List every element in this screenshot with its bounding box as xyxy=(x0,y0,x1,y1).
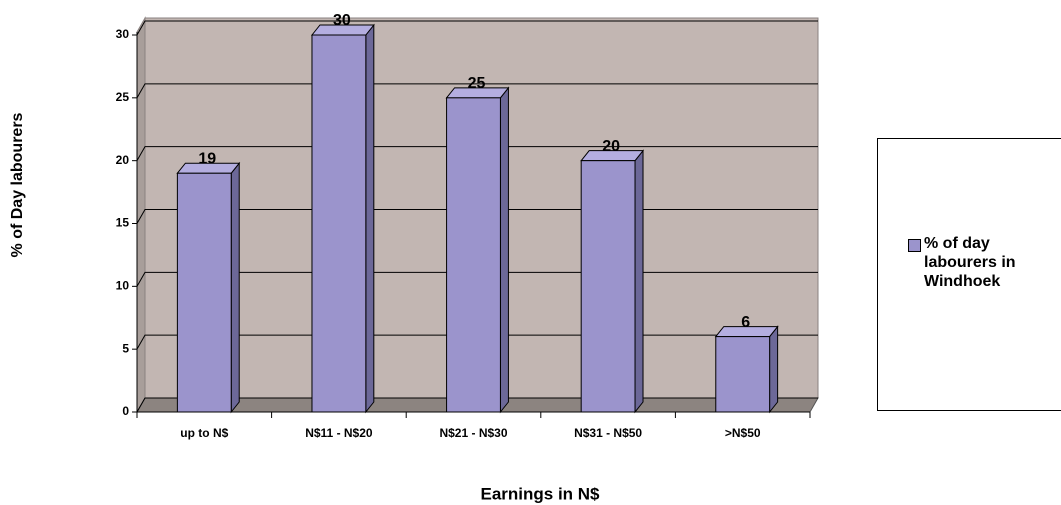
y-tick-label: 30 xyxy=(116,27,130,41)
bar xyxy=(311,34,367,413)
y-tick-label: 10 xyxy=(116,279,130,293)
y-tick-label: 25 xyxy=(116,90,130,104)
x-tick-label: N$21 - N$30 xyxy=(439,426,507,440)
grid-line xyxy=(136,20,818,36)
data-label: 19 xyxy=(198,150,216,167)
y-tick-label: 20 xyxy=(116,153,130,167)
data-label: 20 xyxy=(602,138,620,155)
x-tick-label: up to N$ xyxy=(180,426,228,440)
data-label: 25 xyxy=(468,75,486,92)
bar-side xyxy=(499,86,509,414)
bar xyxy=(446,97,501,413)
y-axis-label: % of Day labourers xyxy=(9,112,26,257)
y-tick-label: 0 xyxy=(122,404,129,418)
bar xyxy=(176,172,232,413)
bar-side xyxy=(230,161,240,414)
bar xyxy=(715,336,771,413)
legend-label: % of day labourers in Windhoek xyxy=(924,235,1016,290)
side-wall xyxy=(136,16,146,414)
bar-side xyxy=(365,23,375,414)
bar-side xyxy=(769,325,779,414)
x-tick-label: >N$50 xyxy=(725,426,761,440)
x-tick-label: N$11 - N$20 xyxy=(305,426,373,440)
y-tick-label: 5 xyxy=(122,341,129,355)
grid-line xyxy=(136,83,818,99)
bar-side xyxy=(634,149,644,414)
x-axis-label: Earnings in N$ xyxy=(480,484,600,503)
data-label: 30 xyxy=(333,12,351,29)
x-tick-label: N$31 - N$50 xyxy=(574,426,642,440)
legend: % of day labourers in Windhoek xyxy=(877,138,1061,411)
grid-line xyxy=(136,146,818,161)
data-label: 6 xyxy=(741,314,750,331)
y-tick-label: 15 xyxy=(116,216,130,230)
bar xyxy=(580,160,636,413)
legend-swatch xyxy=(908,239,921,252)
